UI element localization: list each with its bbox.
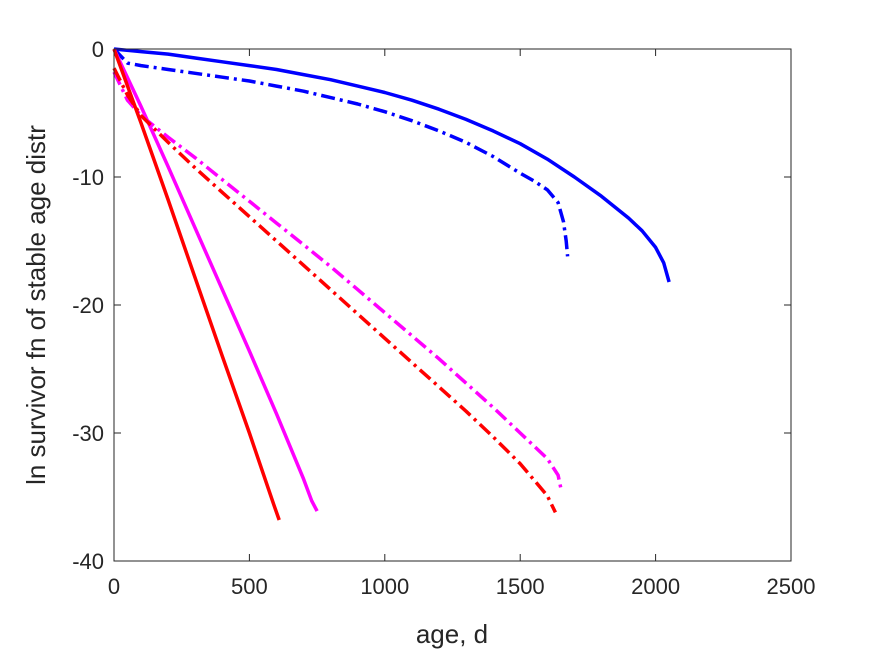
y-tick-label: -10 (72, 165, 104, 190)
x-ticks: 0 500 1000 1500 2000 2500 (108, 49, 816, 599)
y-tick-label: -20 (72, 293, 104, 318)
y-axis-label: ln survivor fn of stable age distr (21, 125, 51, 485)
y-tick-label: -40 (72, 549, 104, 574)
series-line-6 (112, 67, 557, 514)
series-line-3 (112, 48, 319, 512)
y-ticks: 0 -10 -20 -30 -40 (72, 37, 791, 574)
series-line-2 (112, 47, 570, 257)
series-line-1 (113, 47, 671, 283)
x-tick-label: 500 (231, 574, 268, 599)
series-line-5 (112, 48, 281, 521)
x-tick-label: 1000 (360, 574, 409, 599)
plot-area (114, 49, 791, 561)
series-line-4 (112, 71, 563, 489)
x-axis-label: age, d (416, 619, 488, 649)
y-tick-label: 0 (92, 37, 104, 62)
y-tick-label: -30 (72, 421, 104, 446)
x-tick-label: 1500 (496, 574, 545, 599)
x-tick-label: 2500 (767, 574, 816, 599)
x-tick-label: 2000 (631, 574, 680, 599)
series-group (112, 47, 671, 521)
x-tick-label: 0 (108, 574, 120, 599)
